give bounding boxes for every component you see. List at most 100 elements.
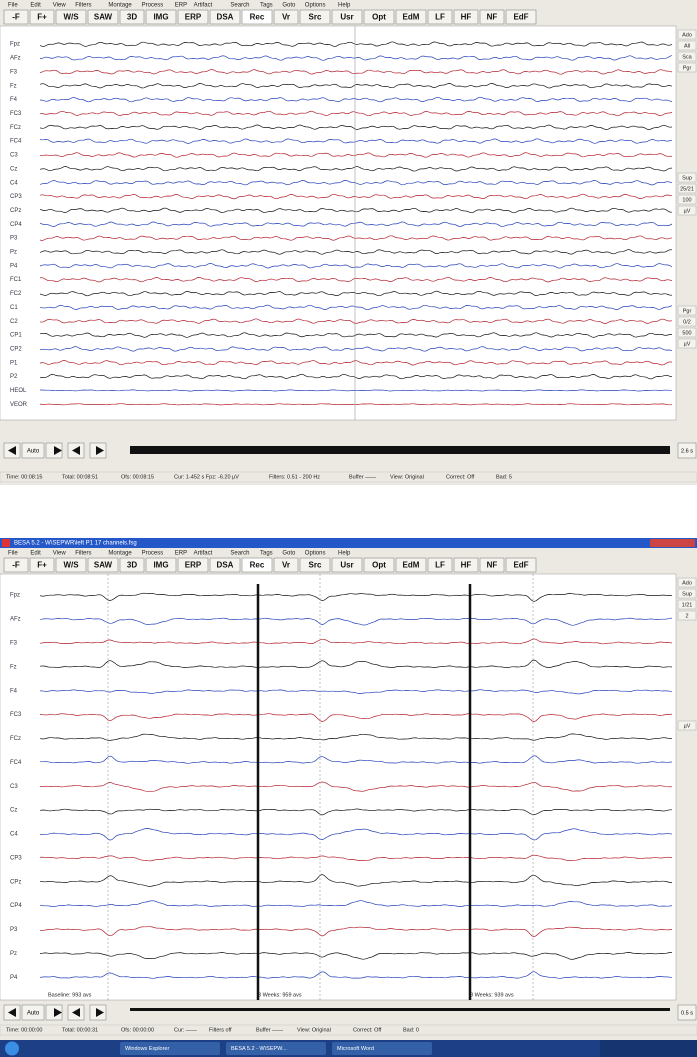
taskbar-label: Microsoft Word xyxy=(337,1046,374,1052)
channel-label: CP3 xyxy=(10,855,22,861)
channel-label: Pz xyxy=(10,951,17,957)
toolbar-label: Usr xyxy=(340,561,353,570)
menu-item[interactable]: Process xyxy=(142,551,164,557)
menu-item[interactable]: Artifact xyxy=(194,3,213,9)
channel-label: FC3 xyxy=(10,712,22,718)
channel-label: FC4 xyxy=(10,760,22,766)
channel-label: CPz xyxy=(10,879,21,885)
channel-label: P2 xyxy=(10,374,18,380)
channel-label: CP2 xyxy=(10,346,22,352)
channel-label: FCz xyxy=(10,736,21,742)
screenshot: File Edit View Filters Montage Process ERP Arti… xyxy=(0,0,697,1057)
menu-item[interactable]: Edit xyxy=(30,3,41,9)
channel-label: C1 xyxy=(10,305,18,311)
channel-label: CP4 xyxy=(10,903,22,909)
side-label: Sup xyxy=(682,591,692,597)
toolbar-label: 3D xyxy=(127,13,137,22)
toolbar-label: Rec xyxy=(250,561,265,570)
channel-label: FC3 xyxy=(10,111,22,117)
toolbar-label: LF xyxy=(435,561,445,570)
menu-item[interactable]: ERP xyxy=(175,3,187,9)
channel-label: Fz xyxy=(10,83,17,89)
toolbar-label: HF xyxy=(461,561,472,570)
toolbar-label: -F xyxy=(12,561,20,570)
side-label: 1/21 xyxy=(682,602,693,608)
status-item: Filters off xyxy=(209,1027,232,1033)
menu-item[interactable]: ERP xyxy=(175,551,187,557)
toolbar-label: Vr xyxy=(282,561,290,570)
status-item: Buffer —— xyxy=(256,1027,284,1033)
side-label: Ado xyxy=(682,580,692,586)
status-item: Total: 00:08:51 xyxy=(62,474,98,480)
menu-item[interactable]: Filters xyxy=(75,551,91,557)
side-label: µV xyxy=(684,208,691,214)
segment-label: Baseline: 993 avs xyxy=(48,992,92,998)
trace-area xyxy=(0,26,676,420)
time-scrollbar[interactable] xyxy=(130,446,670,454)
menu-item[interactable]: File xyxy=(8,3,18,9)
toolbar-label: EdF xyxy=(513,561,528,570)
channel-label: Fpz xyxy=(10,42,20,48)
taskbar-label: BESA 5.2 - W\SEPW... xyxy=(231,1046,287,1052)
toolbar-label: Src xyxy=(309,561,322,570)
app-icon xyxy=(2,539,10,547)
side-label: Sup xyxy=(682,175,692,181)
toolbar-label: F+ xyxy=(37,13,47,22)
status-item: Bad: 0 xyxy=(403,1027,419,1033)
time-scale: 2.6 s xyxy=(681,448,693,454)
channel-label: P4 xyxy=(10,263,18,269)
side-label: µV xyxy=(684,723,691,729)
menu-item[interactable]: Options xyxy=(305,3,326,9)
toolbar-label: Src xyxy=(309,13,322,22)
menu-item[interactable]: View xyxy=(53,3,67,9)
menu-item[interactable]: File xyxy=(8,551,18,557)
channel-label: FC4 xyxy=(10,139,22,145)
channel-label: CPz xyxy=(10,208,21,214)
menu-item[interactable]: Artifact xyxy=(194,551,213,557)
toolbar-label: Rec xyxy=(250,13,265,22)
menu-item[interactable]: Edit xyxy=(30,551,41,557)
channel-label: C4 xyxy=(10,832,18,838)
menu-item[interactable]: Goto xyxy=(282,551,296,557)
toolbar-label: W/S xyxy=(63,13,79,22)
time-scale: 0.5 s xyxy=(681,1010,693,1016)
channel-label: AFz xyxy=(10,56,21,62)
channel-label: FC2 xyxy=(10,291,22,297)
status-item: Total: 00:00:31 xyxy=(62,1027,98,1033)
status-item: View: Original xyxy=(297,1027,331,1033)
menu-item[interactable]: Options xyxy=(305,551,326,557)
menu-item[interactable]: Search xyxy=(230,551,249,557)
menu-item[interactable]: Tags xyxy=(260,551,273,557)
side-label: 0/2 xyxy=(683,319,691,325)
channel-label: P3 xyxy=(10,236,18,242)
menu-item[interactable]: Goto xyxy=(282,3,296,9)
menu-item[interactable]: Filters xyxy=(75,3,91,9)
side-label: 100 xyxy=(682,197,691,203)
status-item: Correct: Off xyxy=(446,474,475,480)
channel-label: VEOR xyxy=(10,402,28,408)
toolbar-label: HF xyxy=(461,13,472,22)
menu-item[interactable]: Search xyxy=(230,3,249,9)
menu-item[interactable]: Process xyxy=(142,3,164,9)
toolbar-label: EdM xyxy=(403,561,420,570)
menu-item[interactable]: Help xyxy=(338,3,351,9)
toolbar-label: IMG xyxy=(153,561,168,570)
start-orb[interactable] xyxy=(5,1042,19,1056)
channel-label: C2 xyxy=(10,319,18,325)
menu-item[interactable]: Montage xyxy=(108,3,132,9)
menu-item[interactable]: Tags xyxy=(260,3,273,9)
channel-label: F3 xyxy=(10,641,18,647)
time-scrollbar[interactable] xyxy=(130,1008,670,1011)
menu-item[interactable]: View xyxy=(53,551,67,557)
channel-label: Fpz xyxy=(10,593,20,599)
toolbar-label: 3D xyxy=(127,561,137,570)
side-label: 2 xyxy=(685,613,688,619)
channel-label: AFz xyxy=(10,617,21,623)
status-item: Correct: Off xyxy=(353,1027,382,1033)
menu-item[interactable]: Montage xyxy=(108,551,132,557)
side-label: All xyxy=(684,43,690,49)
status-item: Time: 00:00:00 xyxy=(6,1027,42,1033)
channel-label: CP3 xyxy=(10,194,22,200)
channel-label: C4 xyxy=(10,180,18,186)
menu-item[interactable]: Help xyxy=(338,551,351,557)
